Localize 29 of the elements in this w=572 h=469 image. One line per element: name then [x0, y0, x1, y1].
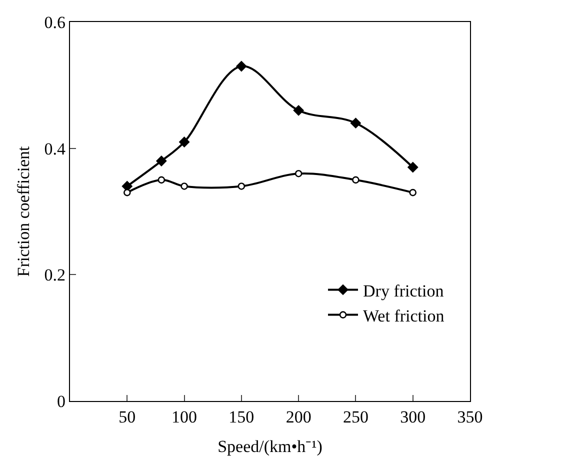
- x-tick-label: 350: [457, 408, 483, 427]
- x-tick-label: 300: [400, 408, 426, 427]
- point: [294, 170, 302, 178]
- x-axis-title: Speed/(km•h⁻¹): [218, 436, 322, 456]
- legend-label: Wet friction: [363, 306, 445, 326]
- x-tick-label: 150: [228, 408, 254, 427]
- x-tick-label: 200: [286, 408, 312, 427]
- y-tick-label: 0.6: [44, 12, 66, 32]
- point: [122, 181, 132, 192]
- x-tick-label: 250: [342, 408, 368, 427]
- legend-label: Dry friction: [363, 281, 444, 300]
- x-tick-label: 50: [118, 408, 136, 427]
- point: [180, 182, 188, 190]
- point: [350, 118, 361, 128]
- point: [236, 61, 247, 72]
- y-tick-label: 0: [56, 392, 66, 411]
- point: [293, 105, 304, 116]
- point: [408, 162, 418, 172]
- point: [158, 176, 166, 184]
- point: [352, 176, 360, 184]
- point: [156, 156, 167, 166]
- y-tick-label: 0.2: [44, 266, 66, 285]
- point: [179, 136, 190, 148]
- point: [123, 188, 131, 196]
- point: [238, 182, 246, 190]
- y-axis-title: Friction coefficient: [14, 146, 33, 277]
- x-tick-label: 100: [172, 408, 198, 427]
- y-tick-label: 0.4: [44, 139, 66, 158]
- point: [409, 188, 417, 196]
